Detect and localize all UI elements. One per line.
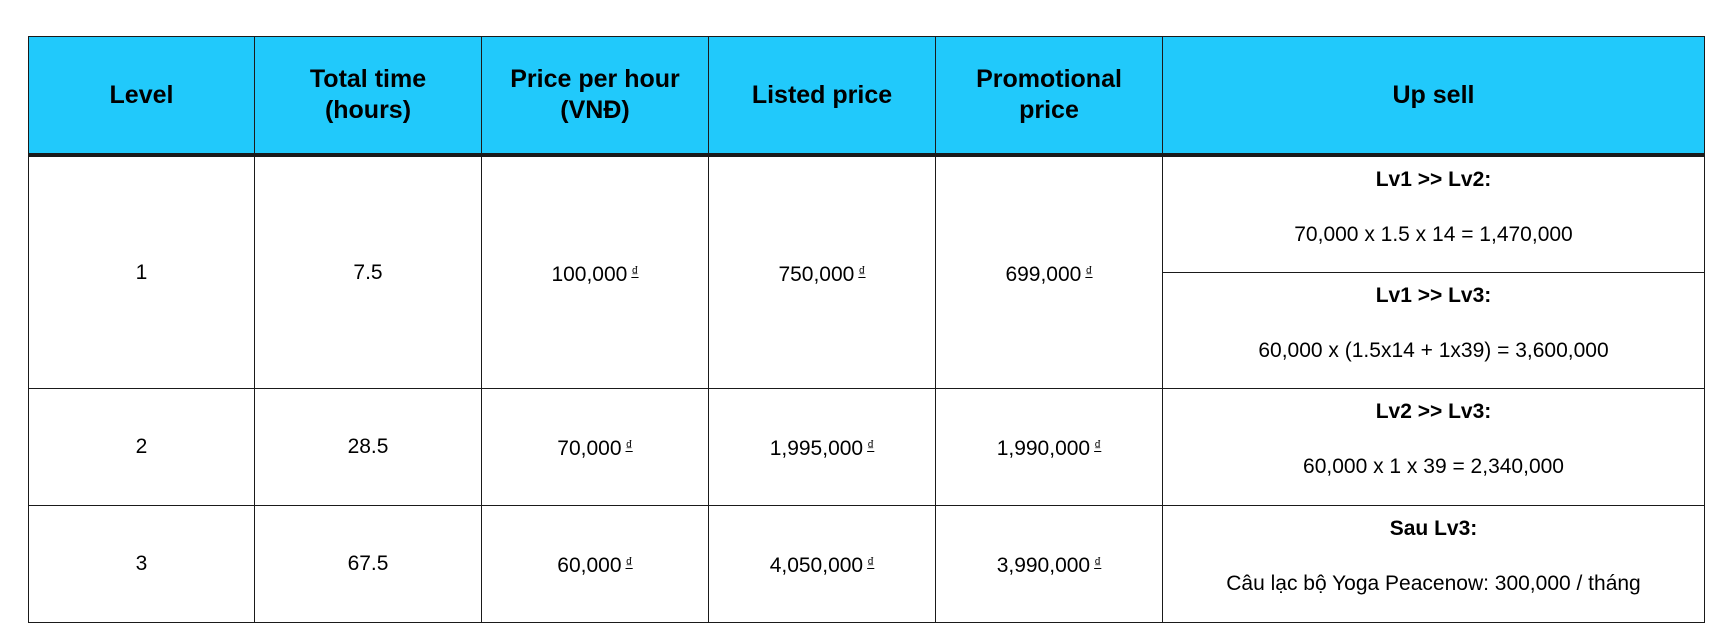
cell-level: 3 bbox=[28, 505, 255, 623]
cell-upsell: Lv2 >> Lv3: 60,000 x 1 x 39 = 2,340,000 bbox=[1162, 388, 1705, 506]
header-listed-price: Listed price bbox=[708, 36, 936, 157]
cell-listed-price: 4,050,000 ₫ bbox=[708, 505, 936, 623]
currency-symbol: ₫ bbox=[625, 437, 633, 453]
cell-price-per-hour: 60,000 ₫ bbox=[481, 505, 709, 623]
upsell-formula: 60,000 x 1 x 39 = 2,340,000 bbox=[1303, 455, 1564, 478]
currency-symbol: ₫ bbox=[1085, 262, 1093, 279]
table-row-level-3: 3 67.5 60,000 ₫ 4,050,000 ₫ 3,990,000 ₫ Sau… bbox=[28, 505, 1705, 623]
header-total-time-line-1: Total time bbox=[309, 65, 427, 93]
cell-promotional-price: 699,000 ₫ bbox=[935, 154, 1163, 389]
currency-symbol: ₫ bbox=[867, 554, 875, 570]
cell-price-per-hour: 100,000 ₫ bbox=[481, 154, 709, 389]
cell-total-time: 67.5 bbox=[254, 505, 482, 623]
cell-total-time: 28.5 bbox=[254, 388, 482, 506]
listed-price-value: 4,050,000 bbox=[769, 554, 864, 577]
header-price-per-hour-line-1: Price per hour bbox=[510, 65, 680, 93]
header-promotional-price-line-1: Promotional bbox=[976, 65, 1122, 93]
price-per-hour-value: 100,000 bbox=[551, 262, 628, 286]
cell-price-per-hour: 70,000 ₫ bbox=[481, 388, 709, 506]
header-price-per-hour-line-2: (VNĐ) bbox=[560, 96, 630, 124]
cell-listed-price: 1,995,000 ₫ bbox=[708, 388, 936, 506]
cell-total-time: 7.5 bbox=[254, 154, 482, 389]
header-level: Level bbox=[28, 36, 255, 157]
header-row: Level Total time (hours) Price per hour … bbox=[28, 36, 1705, 157]
cell-promotional-price: 3,990,000 ₫ bbox=[935, 505, 1163, 623]
currency-symbol: ₫ bbox=[867, 437, 875, 453]
cell-upsell: Lv1 >> Lv3: 60,000 x (1.5x14 + 1x39) = 3… bbox=[1162, 272, 1705, 389]
currency-symbol: ₫ bbox=[1094, 554, 1102, 570]
table-row-level-2: 2 28.5 70,000 ₫ 1,995,000 ₫ 1,990,000 ₫ Lv2… bbox=[28, 388, 1705, 506]
listed-price-value: 1,995,000 bbox=[769, 437, 864, 460]
currency-symbol: ₫ bbox=[858, 262, 866, 279]
cell-upsell: Lv1 >> Lv2: 70,000 x 1.5 x 14 = 1,470,00… bbox=[1162, 154, 1705, 273]
cell-upsell: Sau Lv3: Câu lạc bộ Yoga Peacenow: 300,0… bbox=[1162, 505, 1705, 623]
upsell-title: Lv1 >> Lv2: bbox=[1375, 168, 1492, 191]
cell-promotional-price: 1,990,000 ₫ bbox=[935, 388, 1163, 506]
upsell-formula: Câu lạc bộ Yoga Peacenow: 300,000 / thán… bbox=[1226, 572, 1641, 595]
header-up-sell: Up sell bbox=[1162, 36, 1705, 157]
table-row-level-1: 1 7.5 100,000 ₫ 750,000 ₫ 699,000 ₫ Lv1 >> … bbox=[28, 154, 1705, 389]
price-per-hour-value: 70,000 bbox=[557, 437, 622, 460]
table-row-level-1-upsell-2: Lv1 >> Lv3: 60,000 x (1.5x14 + 1x39) = 3… bbox=[29, 272, 1705, 389]
price-per-hour-value: 60,000 bbox=[557, 554, 622, 577]
upsell-title: Sau Lv3: bbox=[1389, 517, 1478, 540]
promotional-price-value: 1,990,000 bbox=[996, 437, 1091, 460]
upsell-title: Lv1 >> Lv3: bbox=[1375, 284, 1492, 307]
promotional-price-value: 3,990,000 bbox=[996, 554, 1091, 577]
pricing-table: Level Total time (hours) Price per hour … bbox=[28, 36, 1705, 623]
currency-symbol: ₫ bbox=[1094, 437, 1102, 453]
upsell-formula: 70,000 x 1.5 x 14 = 1,470,000 bbox=[1294, 223, 1573, 246]
header-price-per-hour: Price per hour (VNĐ) bbox=[481, 36, 709, 157]
cell-level: 1 bbox=[28, 154, 255, 389]
header-promotional-price-line-2: price bbox=[1019, 96, 1079, 124]
header-total-time-line-2: (hours) bbox=[324, 96, 412, 124]
cell-listed-price: 750,000 ₫ bbox=[708, 154, 936, 389]
promotional-price-value: 699,000 bbox=[1005, 262, 1082, 286]
upsell-title: Lv2 >> Lv3: bbox=[1375, 400, 1492, 423]
cell-level: 2 bbox=[28, 388, 255, 506]
header-promotional-price: Promotional price bbox=[935, 36, 1163, 157]
currency-symbol: ₫ bbox=[631, 262, 639, 279]
upsell-formula: 60,000 x (1.5x14 + 1x39) = 3,600,000 bbox=[1258, 339, 1609, 362]
listed-price-value: 750,000 bbox=[778, 262, 855, 286]
currency-symbol: ₫ bbox=[625, 554, 633, 570]
header-total-time: Total time (hours) bbox=[254, 36, 482, 157]
